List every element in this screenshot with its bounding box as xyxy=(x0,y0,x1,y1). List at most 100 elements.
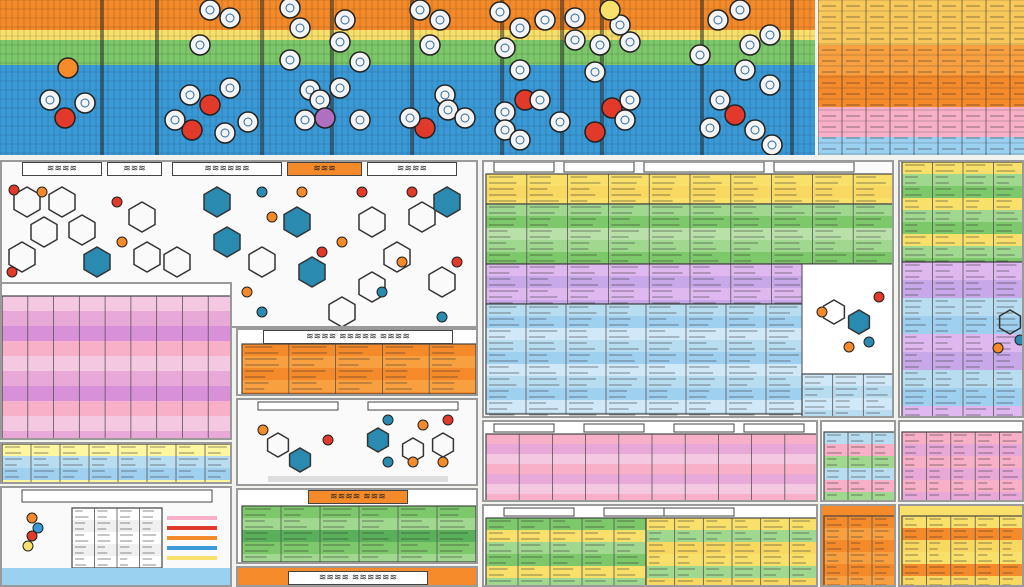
table-row xyxy=(486,186,892,192)
table-row xyxy=(486,180,892,186)
band-divider xyxy=(100,0,104,155)
molecule-node xyxy=(599,0,621,21)
table-row xyxy=(646,578,816,584)
table-border xyxy=(901,515,1022,585)
top-band-svg xyxy=(0,0,815,156)
molecule-node xyxy=(759,74,781,96)
node-glyph xyxy=(425,40,435,50)
atom xyxy=(316,246,328,258)
table-row xyxy=(486,264,892,270)
node-glyph xyxy=(735,5,745,15)
table-row xyxy=(902,222,1022,228)
table-row xyxy=(2,336,230,341)
table-grid xyxy=(823,515,894,585)
header-tab-4: ≋≋≋ xyxy=(287,162,362,176)
atom xyxy=(116,236,128,248)
ring xyxy=(8,241,36,273)
node-glyph xyxy=(765,80,775,90)
bottom-mixed-svg xyxy=(485,507,816,585)
molecule-node xyxy=(199,94,221,116)
node-glyph xyxy=(315,95,325,105)
atom xyxy=(451,256,463,268)
table-row xyxy=(2,356,230,361)
table-row xyxy=(2,450,230,456)
atom xyxy=(6,266,18,278)
atom xyxy=(256,186,268,198)
table-row xyxy=(2,406,230,411)
node-glyph xyxy=(45,95,55,105)
node-glyph xyxy=(225,83,235,93)
molecule-node xyxy=(689,44,711,66)
molecule-node xyxy=(699,117,721,139)
table-row xyxy=(902,370,1022,376)
node-glyph xyxy=(225,13,235,23)
table-row xyxy=(2,396,230,401)
header-tab-1: ≋≋≋≋ xyxy=(22,162,102,176)
molecule-node xyxy=(614,109,636,131)
table-row xyxy=(902,382,1022,388)
node-glyph xyxy=(515,135,525,145)
table-row xyxy=(646,584,816,585)
atom xyxy=(437,456,449,468)
right-mini-table xyxy=(820,420,896,502)
table-grid xyxy=(901,162,1022,263)
node-glyph xyxy=(305,85,315,95)
atom xyxy=(396,256,408,268)
molecule-node xyxy=(279,0,301,19)
node-glyph xyxy=(355,115,365,125)
table-row xyxy=(486,434,816,439)
table-row xyxy=(902,252,1022,258)
molecule-node xyxy=(707,9,729,31)
table-grid xyxy=(485,433,816,500)
table-row xyxy=(902,162,1022,168)
table-row xyxy=(2,376,230,381)
table-row xyxy=(486,174,892,180)
table-row xyxy=(902,394,1022,400)
table-row xyxy=(824,498,894,500)
molecule-node xyxy=(619,31,641,53)
band-divider xyxy=(500,0,504,155)
ring xyxy=(283,206,311,238)
node-glyph xyxy=(570,35,580,45)
molecule-node xyxy=(214,122,236,144)
molecule-node xyxy=(39,89,61,111)
node-glyph xyxy=(555,117,565,127)
node-glyph xyxy=(205,5,215,15)
node-glyph xyxy=(615,20,625,30)
atom xyxy=(863,336,875,348)
molecule-node xyxy=(609,14,631,36)
table-row xyxy=(242,392,476,394)
table-grid xyxy=(241,343,476,394)
atom xyxy=(111,196,123,208)
right-mini-svg xyxy=(823,431,894,500)
molecule-node xyxy=(414,117,436,139)
table-grid xyxy=(645,517,816,585)
node-glyph xyxy=(495,7,505,17)
header-tab-2: ≋≋≋ xyxy=(107,162,162,176)
ring xyxy=(383,241,411,273)
pink-data-table xyxy=(0,282,232,440)
molecule-node xyxy=(429,9,451,31)
table-row xyxy=(2,366,230,371)
table-row xyxy=(2,381,230,386)
column-header xyxy=(563,162,635,173)
table-row xyxy=(486,204,892,210)
table-row xyxy=(902,216,1022,222)
table-row xyxy=(486,489,816,494)
table-row xyxy=(486,210,892,216)
table-row xyxy=(902,412,1022,416)
blue-data-table xyxy=(0,442,232,484)
molecule-node xyxy=(164,109,186,131)
table-row xyxy=(902,234,1022,240)
table-row xyxy=(902,310,1022,316)
molecules-svg xyxy=(6,184,463,326)
table-grid xyxy=(485,173,892,205)
table-row xyxy=(902,498,1022,500)
ring xyxy=(288,447,312,473)
node-glyph xyxy=(405,113,415,123)
right-table-svg xyxy=(901,162,1022,416)
atom xyxy=(296,186,308,198)
molecule-node xyxy=(494,119,516,141)
table-row xyxy=(486,246,892,252)
atom xyxy=(992,342,1004,354)
